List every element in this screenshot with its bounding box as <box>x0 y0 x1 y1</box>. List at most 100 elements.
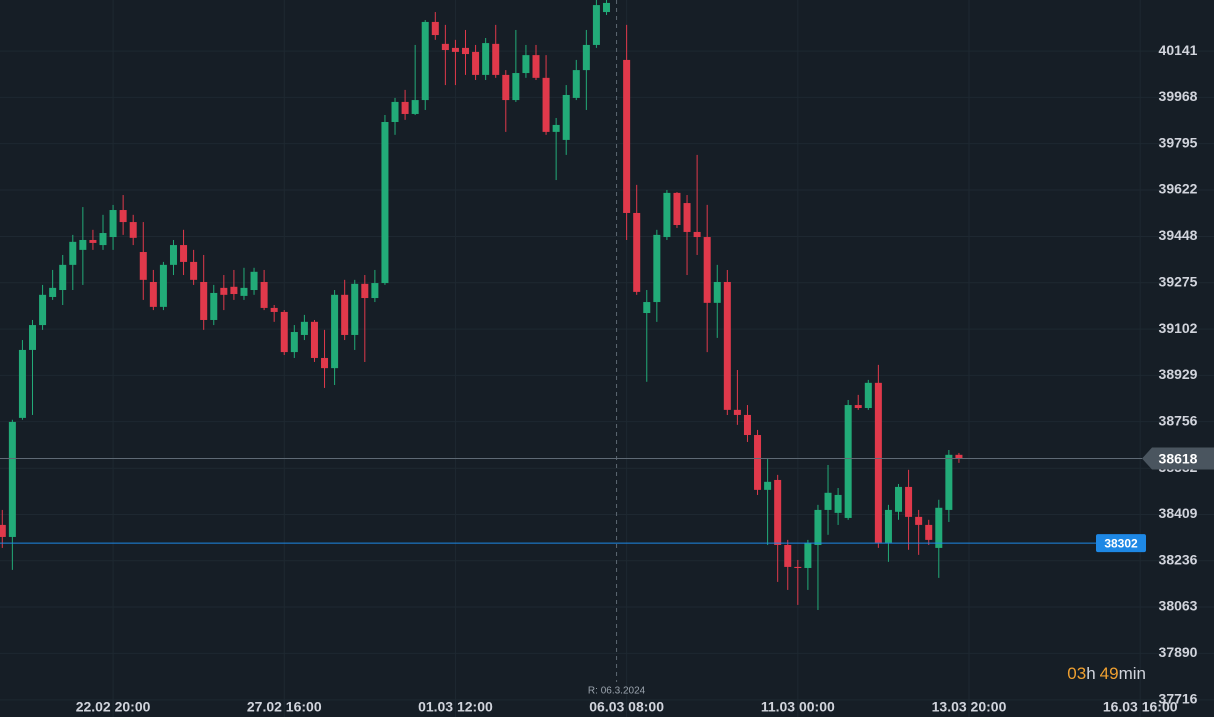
candle-body <box>220 287 228 295</box>
candle-body <box>874 382 882 543</box>
candle-body <box>834 494 842 513</box>
y-tick-label: 38409 <box>1159 505 1198 521</box>
candle-body <box>602 2 610 13</box>
x-tick-label: 16.03 16:00 <box>1103 699 1178 715</box>
candle-body <box>512 73 520 101</box>
candle-body <box>169 245 177 265</box>
candle-body <box>230 286 238 295</box>
candle-body <box>562 94 570 140</box>
candle-body <box>331 294 339 369</box>
candle-body <box>723 281 731 410</box>
candle-body <box>69 241 77 265</box>
candle-body <box>270 307 278 312</box>
y-tick-label: 38063 <box>1159 598 1198 614</box>
countdown-minutes-unit: min <box>1119 664 1146 683</box>
candle-body <box>804 542 812 568</box>
candle-body <box>653 234 661 303</box>
candle-body <box>794 566 802 568</box>
candle-body <box>673 192 681 225</box>
candle-body <box>572 70 580 98</box>
y-tick-label: 38929 <box>1159 366 1198 382</box>
countdown-hours: 03 <box>1067 664 1086 683</box>
x-tick-label: 01.03 12:00 <box>418 699 493 715</box>
candle-body <box>300 321 308 335</box>
candle-body <box>884 509 892 543</box>
candle-body <box>482 43 490 75</box>
candle-body <box>905 486 913 517</box>
countdown: 03h 49min <box>1067 664 1146 683</box>
candle-body <box>190 261 198 280</box>
candle-body <box>391 101 399 122</box>
candle-body <box>0 524 6 537</box>
candle-body <box>361 283 369 299</box>
candle-body <box>472 51 480 75</box>
y-tick-label: 40141 <box>1159 42 1198 58</box>
candle-body <box>18 349 26 418</box>
candle-body <box>733 409 741 415</box>
candle-body <box>844 405 852 518</box>
candle-body <box>754 435 762 490</box>
candle-body <box>49 287 57 297</box>
candle-body <box>129 222 137 238</box>
candle-body <box>743 414 751 436</box>
marker-label: R: 06.3.2024 <box>588 686 646 697</box>
candle-body <box>441 43 449 51</box>
last-price-label: 38618 <box>1159 450 1198 466</box>
candle-body <box>633 212 641 292</box>
candle-body <box>492 43 500 75</box>
countdown-minutes: 49 <box>1100 664 1119 683</box>
candle-body <box>260 281 268 308</box>
candle-body <box>945 454 953 510</box>
candle-body <box>462 47 470 55</box>
candle-body <box>381 121 389 284</box>
candle-body <box>774 479 782 545</box>
y-tick-label: 39102 <box>1159 320 1198 336</box>
candle-body <box>955 454 963 459</box>
last-price-tag <box>1142 447 1214 470</box>
countdown-hours-unit: h <box>1086 664 1095 683</box>
candle-body <box>240 287 248 296</box>
candle-body <box>200 281 208 320</box>
candle-body <box>713 281 721 303</box>
candle-body <box>139 252 147 280</box>
candle-body <box>895 486 903 512</box>
candle-body <box>411 100 419 114</box>
candle-body <box>59 264 67 291</box>
candle-body <box>431 21 439 36</box>
candle-body <box>341 294 349 335</box>
candle-body <box>250 271 258 291</box>
price-line-tag <box>1096 534 1146 553</box>
candle-body <box>210 292 218 320</box>
candle-body <box>290 332 298 353</box>
candle-body <box>663 192 671 238</box>
candle-body <box>280 311 288 353</box>
candle-body <box>522 55 530 74</box>
y-tick-label: 39622 <box>1159 181 1198 197</box>
candle-body <box>371 283 379 299</box>
x-tick-label: 27.02 16:00 <box>247 699 322 715</box>
y-tick-label: 39275 <box>1159 273 1198 289</box>
candle-body <box>149 281 157 307</box>
y-tick-label: 37890 <box>1159 644 1198 660</box>
x-tick-label: 11.03 00:00 <box>761 699 835 715</box>
candle-body <box>79 239 87 250</box>
candle-body <box>99 233 107 246</box>
candle-body <box>814 509 822 545</box>
candle-body <box>582 44 590 71</box>
candle-body <box>351 283 359 335</box>
price-line-label: 38302 <box>1104 536 1138 550</box>
candle-body <box>643 302 651 314</box>
candle-body <box>39 294 47 326</box>
x-tick-label: 22.02 20:00 <box>76 699 151 715</box>
candle-body <box>8 421 16 537</box>
candle-body <box>935 507 943 548</box>
candle-body <box>542 77 550 132</box>
candle-body <box>321 357 329 369</box>
candle-body <box>159 264 167 307</box>
y-tick-label: 39448 <box>1159 227 1198 243</box>
y-tick-label: 38236 <box>1159 551 1198 567</box>
